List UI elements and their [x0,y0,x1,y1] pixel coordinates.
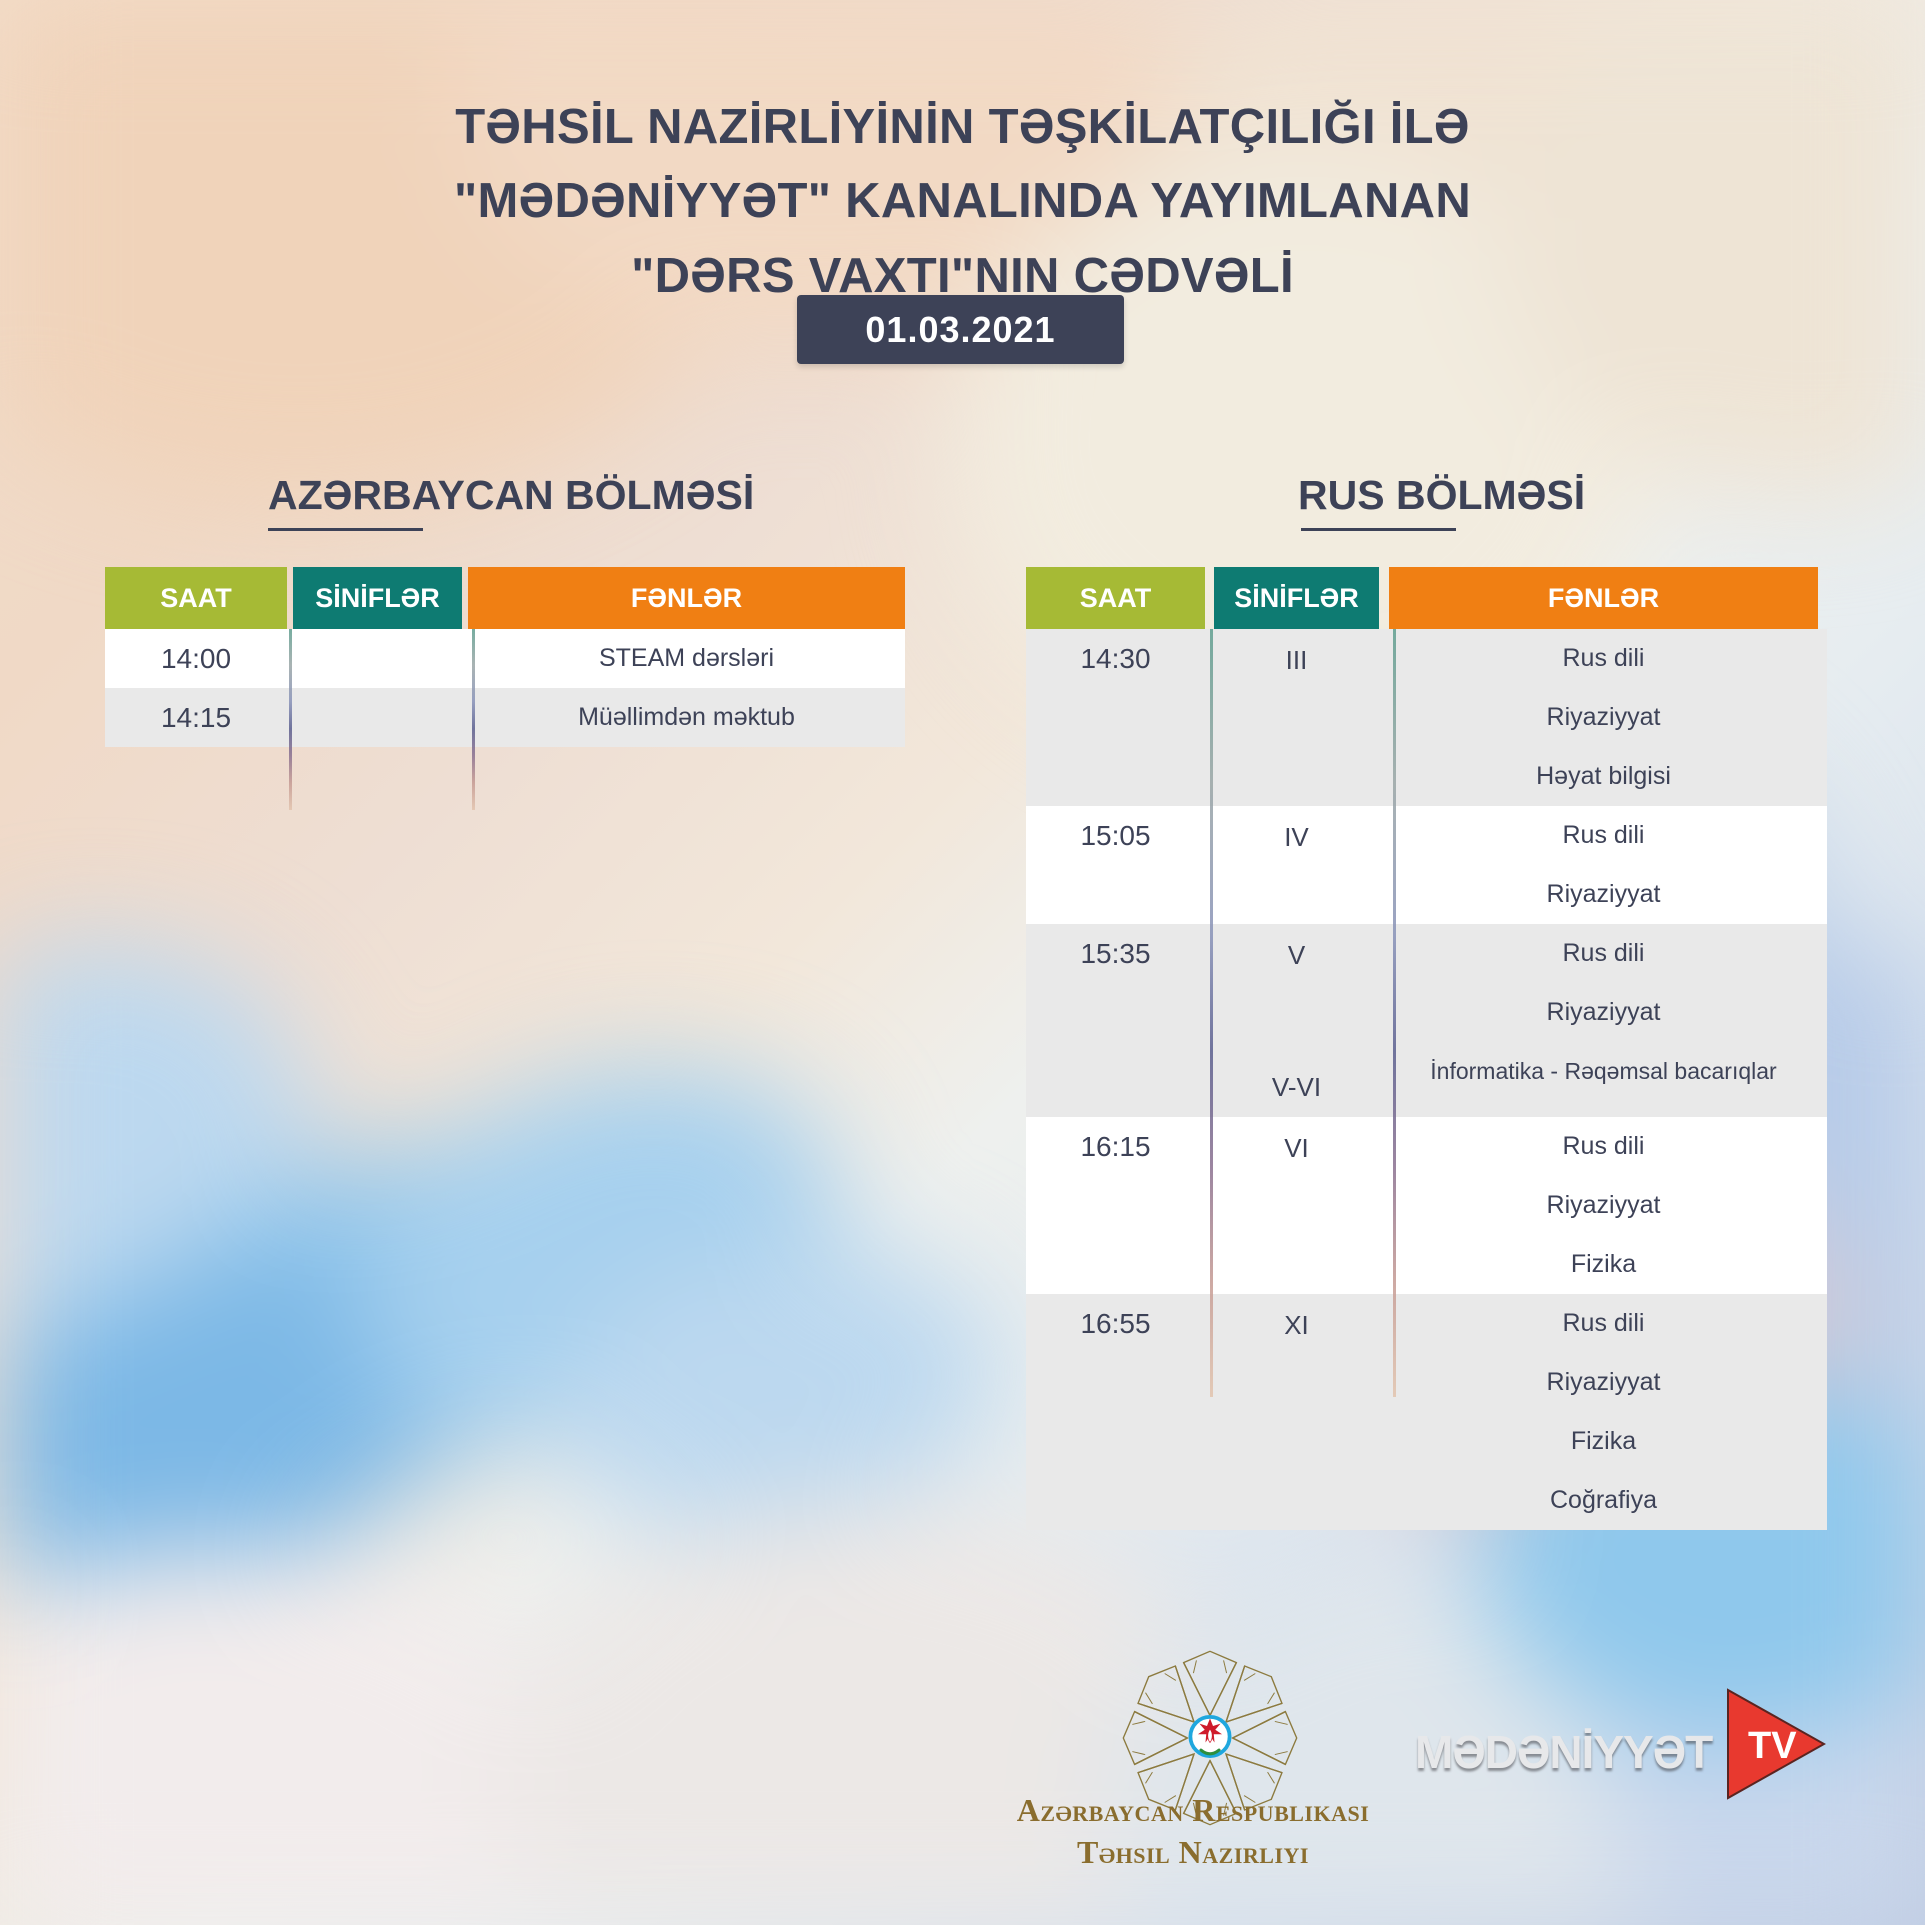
svg-text:TV: TV [1748,1725,1797,1767]
